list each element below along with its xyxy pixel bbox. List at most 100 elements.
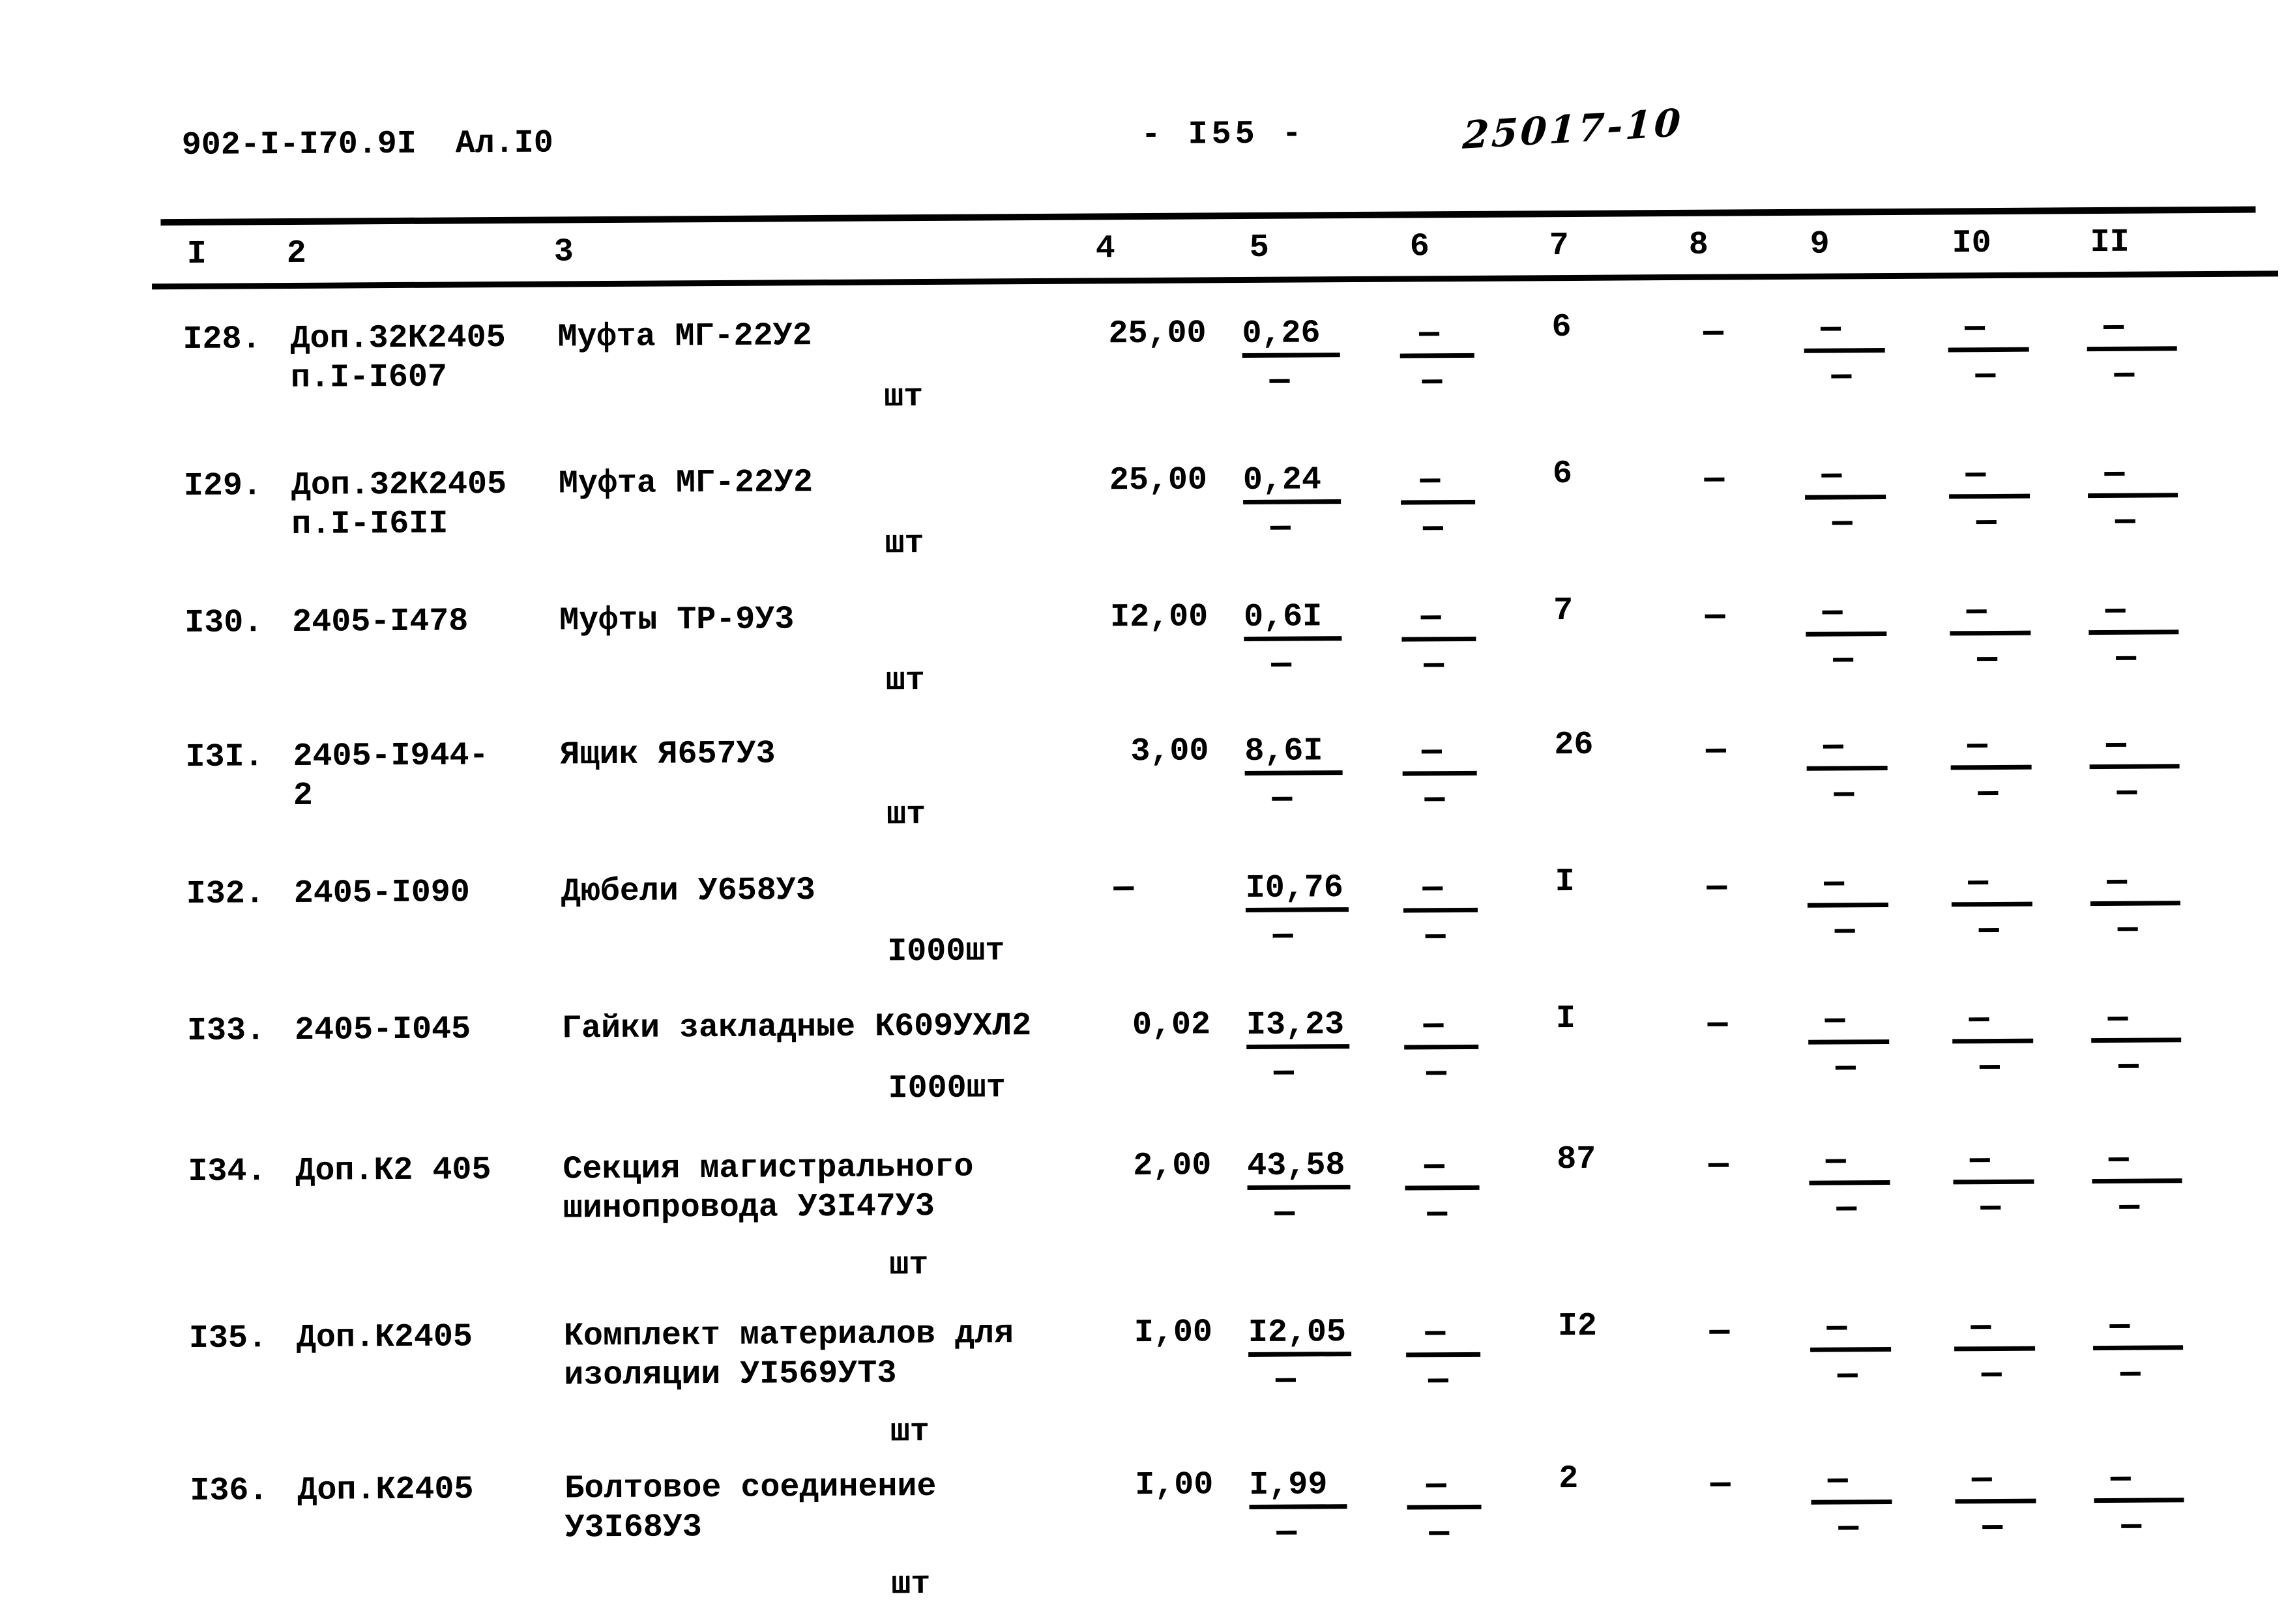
row-col11-fraction: - - bbox=[2088, 592, 2179, 677]
row-col11-sub: - bbox=[2109, 1507, 2153, 1545]
table-row: I34. Доп.К2 405 Секция магистрального ши… bbox=[2, 1140, 2286, 1284]
row-col11-fraction: - - bbox=[2090, 863, 2181, 948]
row-number: I28. bbox=[183, 321, 261, 358]
row-col9-top: - bbox=[1806, 594, 1887, 637]
row-number: I34. bbox=[188, 1153, 267, 1191]
row-col6-fraction: - - bbox=[1405, 1148, 1480, 1233]
row-col10-sub: - bbox=[1968, 1048, 2012, 1086]
row-quantity: 2,00 bbox=[1133, 1147, 1212, 1185]
column-header-10: I0 bbox=[1952, 225, 1991, 263]
table-row: I33. 2405-I045 Гайки закладные К609УХЛ2 … bbox=[1, 999, 2286, 1107]
row-col6-sub: - bbox=[1413, 781, 1457, 819]
table-row: I29. Доп.32К2405 п.I-I6II Муфта МГ-22У2 … bbox=[0, 454, 2284, 562]
row-col6-sub: - bbox=[1415, 1195, 1459, 1233]
column-header-8: 8 bbox=[1688, 226, 1708, 264]
row-unit: шт bbox=[891, 1566, 931, 1604]
row-price-value: 8,6I bbox=[1244, 732, 1343, 776]
row-col9-sub: - bbox=[1824, 1190, 1868, 1228]
row-col9-fraction: - - bbox=[1804, 310, 1885, 396]
row-quantity: I2,00 bbox=[1110, 598, 1209, 637]
row-name-line1: Комплект материалов для bbox=[563, 1315, 1014, 1356]
row-col11-sub: - bbox=[2105, 910, 2150, 948]
row-col9-fraction: - - bbox=[1807, 865, 1889, 950]
row-col7-value: I bbox=[1555, 863, 1575, 901]
row-code-line1: 2405-I478 bbox=[292, 603, 469, 641]
row-unit: I000шт bbox=[888, 1069, 1006, 1108]
row-col7-value: I bbox=[1555, 1000, 1576, 1038]
row-number: I30. bbox=[184, 604, 263, 642]
row-price-sub: - bbox=[1260, 780, 1304, 818]
row-price-value: 0,6I bbox=[1244, 598, 1342, 642]
row-code-line2: п.I-I607 bbox=[290, 358, 448, 397]
row-col9-top: - bbox=[1804, 457, 1886, 500]
row-quantity: - bbox=[1102, 869, 1145, 908]
row-col11-top: - bbox=[2090, 863, 2180, 906]
row-col9-fraction: - - bbox=[1811, 1462, 1892, 1547]
row-name-line1: Муфта МГ-22У2 bbox=[557, 317, 812, 356]
row-col11-sub: - bbox=[2102, 356, 2147, 394]
row-col10-fraction: - - bbox=[1952, 1001, 2034, 1086]
row-col11-top: - bbox=[2090, 1000, 2182, 1043]
row-col9-sub: - bbox=[1821, 504, 1864, 542]
row-col6-fraction: - - bbox=[1403, 1007, 1479, 1092]
row-col9-fraction: - - bbox=[1806, 594, 1887, 679]
handwritten-mark: 25017-10 bbox=[1461, 100, 1684, 158]
row-col9-fraction: - - bbox=[1809, 1142, 1890, 1228]
row-col10-fraction: - - bbox=[1953, 1142, 2034, 1227]
row-price-value: I3,23 bbox=[1246, 1006, 1350, 1050]
doc-number: 902-I-I70.9I Ал.I0 bbox=[181, 124, 554, 164]
row-col6-fraction: - - bbox=[1405, 1314, 1481, 1400]
row-col8-value: - bbox=[1693, 598, 1737, 635]
row-code-line1: 2405-I045 bbox=[294, 1011, 471, 1049]
row-col10-fraction: - - bbox=[1954, 1309, 2036, 1393]
row-price-fraction: I0,76 - bbox=[1246, 869, 1349, 955]
row-col10-sub: - bbox=[1969, 1189, 2012, 1227]
row-col9-fraction: - - bbox=[1804, 457, 1886, 542]
column-header-2: 2 bbox=[286, 235, 306, 273]
row-col10-fraction: - - bbox=[1948, 310, 2029, 394]
row-col11-fraction: - - bbox=[2092, 1308, 2184, 1393]
row-col10-fraction: - - bbox=[1951, 864, 2033, 949]
row-col6-sub: - bbox=[1410, 363, 1454, 401]
row-col10-top: - bbox=[1950, 727, 2032, 770]
row-col11-sub: - bbox=[2109, 1355, 2152, 1393]
row-price-sub: - bbox=[1265, 1514, 1309, 1552]
table-header-rule-top bbox=[160, 206, 2256, 226]
row-col9-fraction: - - bbox=[1808, 1002, 1890, 1087]
row-col7-value: 6 bbox=[1552, 455, 1573, 493]
row-col6-sub: - bbox=[1416, 1362, 1460, 1400]
row-col9-sub: - bbox=[1826, 1357, 1869, 1395]
row-name-line1: Болтовое соединение bbox=[564, 1468, 937, 1508]
row-col8-value: - bbox=[1699, 1466, 1742, 1503]
row-col10-fraction: - - bbox=[1948, 456, 2030, 541]
row-unit: шт bbox=[886, 796, 926, 834]
row-price-sub: - bbox=[1262, 1054, 1306, 1092]
row-col7-value: 2 bbox=[1559, 1460, 1579, 1498]
row-price-fraction: 0,6I - bbox=[1244, 598, 1342, 684]
row-col7-value: 7 bbox=[1553, 592, 1574, 630]
row-col9-fraction: - - bbox=[1810, 1309, 1892, 1395]
row-col11-fraction: - - bbox=[2094, 1460, 2184, 1545]
row-col6-top: - bbox=[1402, 733, 1477, 776]
row-col9-fraction: - - bbox=[1806, 728, 1888, 813]
row-col11-fraction: - - bbox=[2087, 456, 2178, 540]
row-col9-top: - bbox=[1804, 310, 1885, 353]
row-col10-top: - bbox=[1948, 310, 2029, 353]
row-price-sub: - bbox=[1257, 362, 1302, 400]
row-col8-value: - bbox=[1697, 1146, 1740, 1184]
row-col6-fraction: - - bbox=[1399, 315, 1474, 401]
row-price-fraction: I3,23 - bbox=[1246, 1006, 1350, 1092]
row-col6-sub: - bbox=[1414, 918, 1458, 955]
row-price-sub: - bbox=[1264, 1361, 1308, 1399]
row-number: I33. bbox=[186, 1012, 266, 1050]
column-header-9: 9 bbox=[1810, 225, 1830, 263]
row-col6-top: - bbox=[1401, 599, 1476, 642]
row-col10-top: - bbox=[1955, 1461, 2036, 1504]
row-name-line1: Секция магистрального bbox=[563, 1148, 974, 1189]
row-col11-top: - bbox=[2092, 1141, 2182, 1184]
row-col10-fraction: - - bbox=[1950, 593, 2031, 678]
row-col6-sub: - bbox=[1417, 1515, 1461, 1552]
row-col6-top: - bbox=[1407, 1467, 1482, 1510]
row-unit: шт bbox=[889, 1247, 929, 1284]
